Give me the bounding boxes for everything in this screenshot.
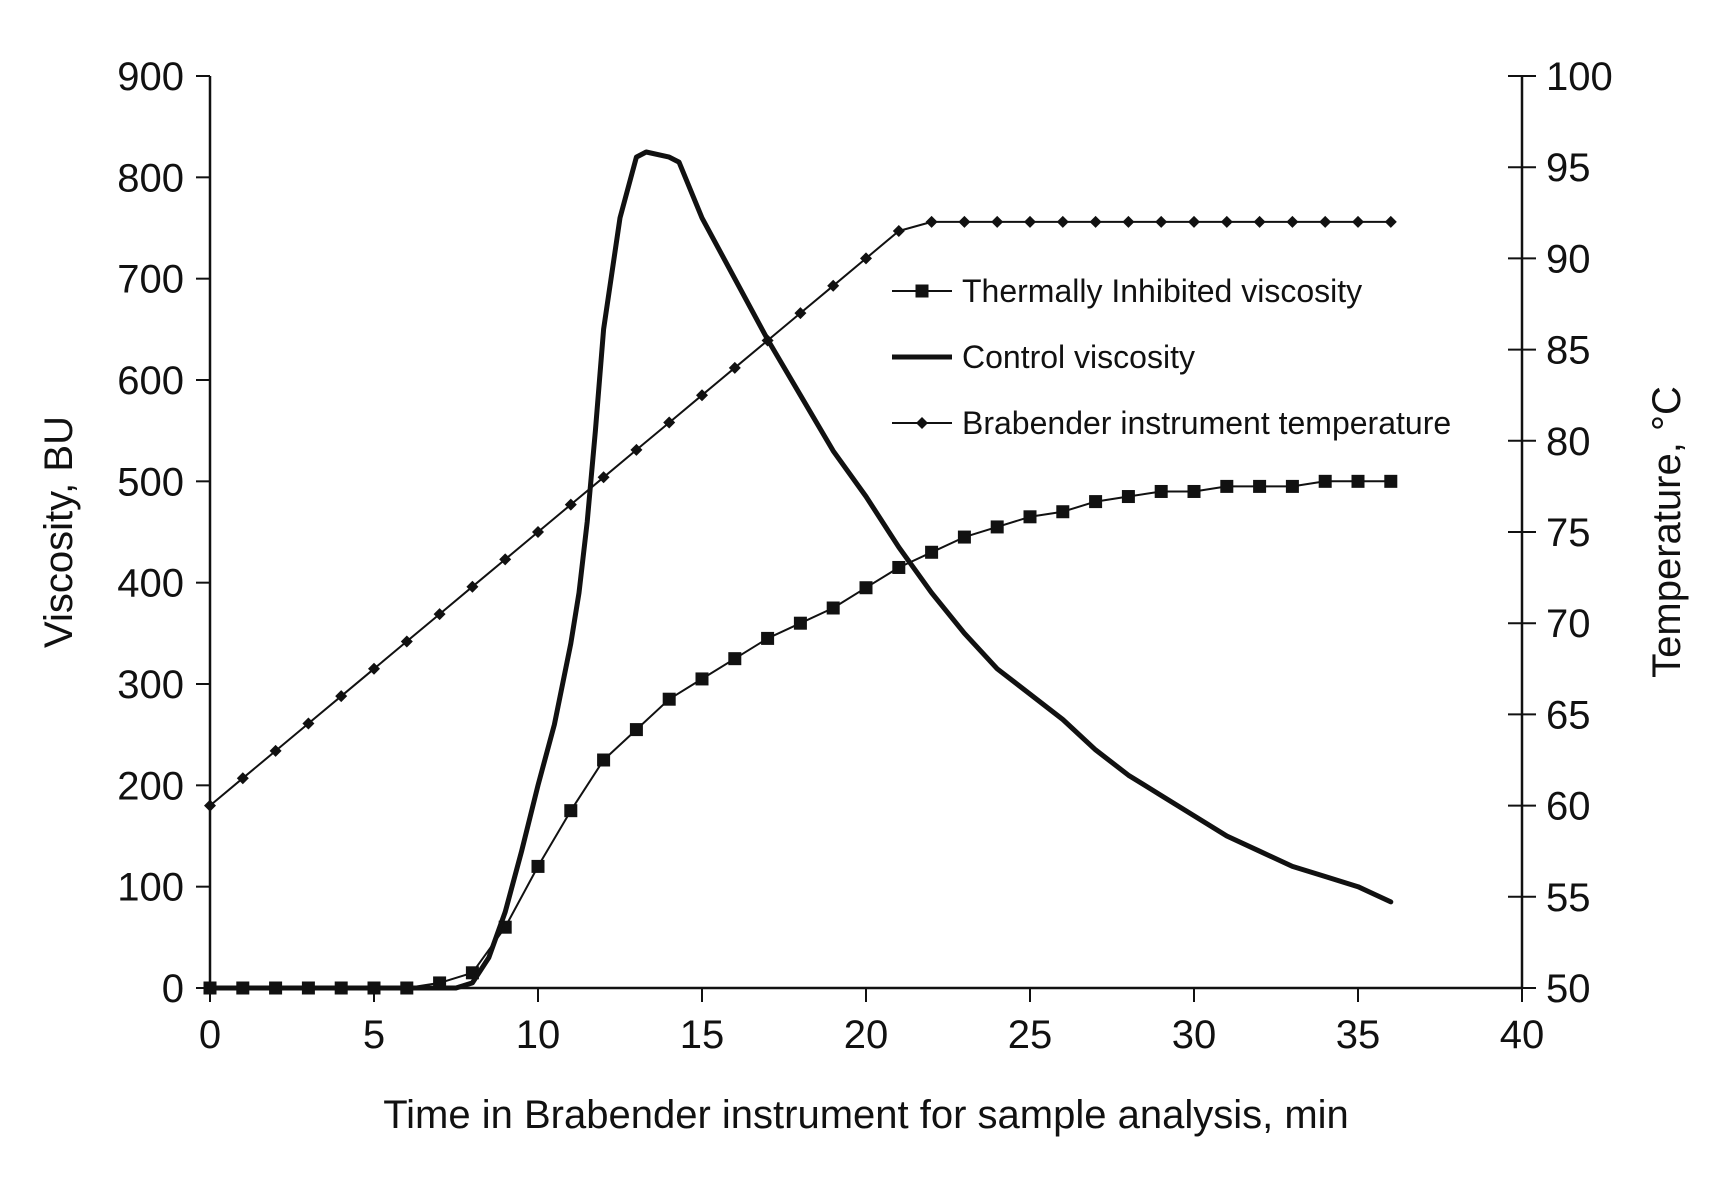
thermally-inhibited-viscosity-point — [696, 672, 709, 685]
x-tick-label: 10 — [516, 1013, 561, 1057]
thermally-inhibited-viscosity-series — [204, 475, 1398, 995]
thermally-inhibited-viscosity-point — [1089, 495, 1102, 508]
thermally-inhibited-viscosity-point — [860, 581, 873, 594]
legend-item-thermally-inhibited-viscosity: Thermally Inhibited viscosity — [892, 273, 1362, 309]
brabender-instrument-temperature-point — [1122, 216, 1134, 228]
x-tick-label: 35 — [1336, 1013, 1381, 1057]
y2-tick-label: 80 — [1546, 420, 1591, 464]
legend-item-brabender-instrument-temperature: Brabender instrument temperature — [892, 405, 1451, 441]
x-tick-label: 40 — [1500, 1013, 1545, 1057]
thermally-inhibited-viscosity-point — [532, 860, 545, 873]
thermally-inhibited-viscosity-point — [761, 632, 774, 645]
y2-tick-label: 90 — [1546, 237, 1591, 281]
brabender-instrument-temperature-point — [958, 216, 970, 228]
x-axis-title: Time in Brabender instrument for sample … — [383, 1093, 1349, 1137]
thermally-inhibited-viscosity-point — [1220, 480, 1233, 493]
y2-tick-label: 60 — [1546, 785, 1591, 829]
legend-label: Control viscosity — [962, 339, 1195, 375]
y-tick-label: 100 — [117, 866, 184, 910]
brabender-instrument-temperature-point — [991, 216, 1003, 228]
brabender-instrument-temperature-point — [1385, 216, 1397, 228]
brabender-instrument-temperature-point — [1286, 216, 1298, 228]
legend-item-control-viscosity: Control viscosity — [892, 339, 1195, 375]
thermally-inhibited-viscosity-point — [1155, 485, 1168, 498]
axes-layer: 0510152025303540010020030040050060070080… — [117, 55, 1613, 1057]
y-tick-label: 600 — [117, 359, 184, 403]
x-tick-label: 20 — [844, 1013, 889, 1057]
thermally-inhibited-viscosity-point — [991, 520, 1004, 533]
thermally-inhibited-viscosity-point — [663, 693, 676, 706]
thermally-inhibited-viscosity-point — [1352, 475, 1365, 488]
brabender-instrument-temperature-point — [1319, 216, 1331, 228]
x-tick-label: 0 — [199, 1013, 221, 1057]
legend-swatch-marker — [916, 285, 929, 298]
y2-axis-title: Temperature, °C — [1645, 386, 1689, 678]
thermally-inhibited-viscosity-point — [728, 652, 741, 665]
thermally-inhibited-viscosity-point — [630, 723, 643, 736]
y-tick-label: 900 — [117, 55, 184, 99]
thermally-inhibited-viscosity-point — [794, 617, 807, 630]
brabender-instrument-temperature-point — [926, 216, 938, 228]
x-tick-label: 25 — [1008, 1013, 1053, 1057]
thermally-inhibited-viscosity-point — [892, 561, 905, 574]
brabender-instrument-temperature-point — [1057, 216, 1069, 228]
brabender-instrument-temperature-point — [1188, 216, 1200, 228]
thermally-inhibited-viscosity-point — [564, 804, 577, 817]
y-axis-title: Viscosity, BU — [37, 416, 81, 648]
y-tick-label: 700 — [117, 258, 184, 302]
y2-tick-label: 65 — [1546, 693, 1591, 737]
brabender-instrument-temperature-point — [1155, 216, 1167, 228]
y2-tick-label: 70 — [1546, 602, 1591, 646]
thermally-inhibited-viscosity-line — [210, 481, 1391, 988]
brabender-instrument-temperature-point — [1352, 216, 1364, 228]
thermally-inhibited-viscosity-point — [1024, 510, 1037, 523]
thermally-inhibited-viscosity-point — [1122, 490, 1135, 503]
thermally-inhibited-viscosity-point — [1188, 485, 1201, 498]
y-tick-label: 800 — [117, 156, 184, 200]
x-tick-label: 30 — [1172, 1013, 1217, 1057]
thermally-inhibited-viscosity-point — [925, 546, 938, 559]
y-tick-label: 0 — [162, 967, 184, 1011]
y2-tick-label: 55 — [1546, 876, 1591, 920]
brabender-instrument-temperature-point — [1221, 216, 1233, 228]
y-tick-label: 200 — [117, 764, 184, 808]
y2-tick-label: 50 — [1546, 967, 1591, 1011]
legend: Thermally Inhibited viscosity Control vis… — [892, 273, 1451, 441]
thermally-inhibited-viscosity-point — [1384, 475, 1397, 488]
y-tick-label: 400 — [117, 562, 184, 606]
y2-tick-label: 100 — [1546, 55, 1613, 99]
y-tick-label: 500 — [117, 460, 184, 504]
legend-label: Brabender instrument temperature — [962, 405, 1451, 441]
y-tick-label: 300 — [117, 663, 184, 707]
legend-swatch-marker — [916, 417, 928, 429]
thermally-inhibited-viscosity-point — [958, 531, 971, 544]
thermally-inhibited-viscosity-point — [1319, 475, 1332, 488]
legend-label: Thermally Inhibited viscosity — [962, 273, 1362, 309]
y2-tick-label: 95 — [1546, 146, 1591, 190]
brabender-instrument-temperature-point — [1254, 216, 1266, 228]
x-tick-label: 15 — [680, 1013, 725, 1057]
thermally-inhibited-viscosity-point — [827, 602, 840, 615]
thermally-inhibited-viscosity-point — [1286, 480, 1299, 493]
thermally-inhibited-viscosity-point — [1056, 505, 1069, 518]
brabender-instrument-temperature-point — [1090, 216, 1102, 228]
y2-tick-label: 75 — [1546, 511, 1591, 555]
x-tick-label: 5 — [363, 1013, 385, 1057]
thermally-inhibited-viscosity-point — [597, 754, 610, 767]
y2-tick-label: 85 — [1546, 329, 1591, 373]
thermally-inhibited-viscosity-point — [1253, 480, 1266, 493]
brabender-instrument-temperature-point — [1024, 216, 1036, 228]
